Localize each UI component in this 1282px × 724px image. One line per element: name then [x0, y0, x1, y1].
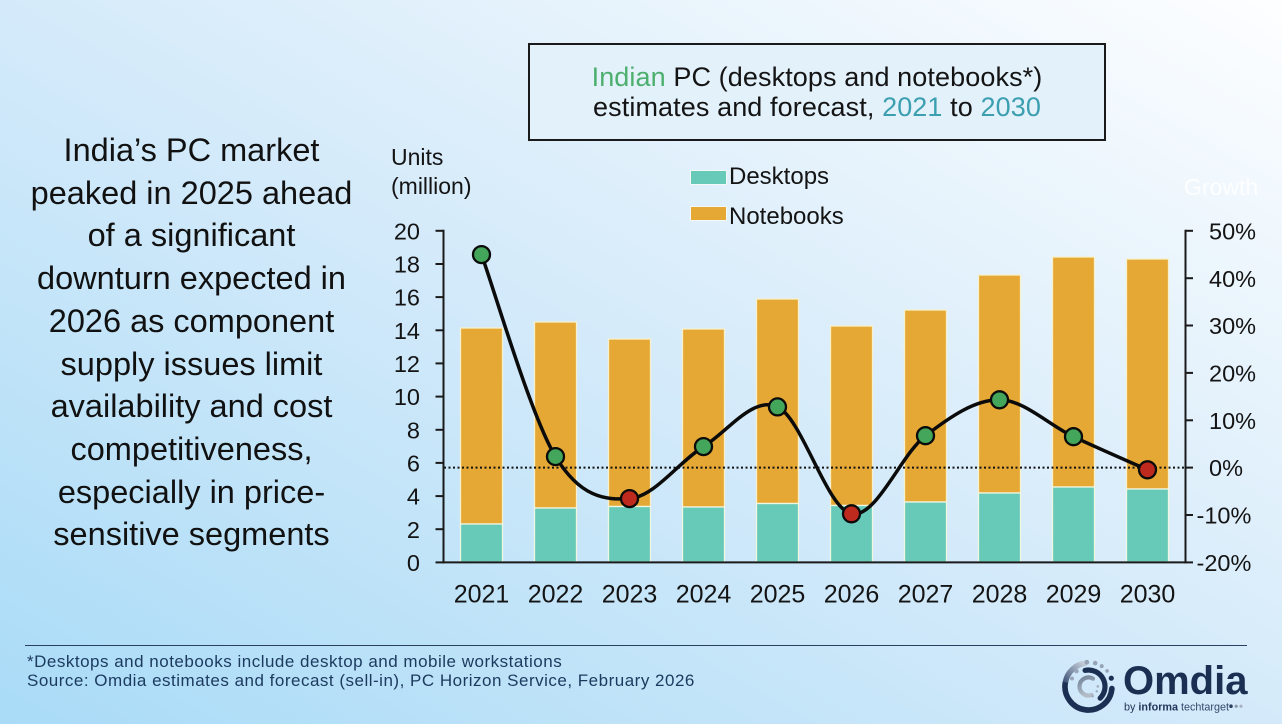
svg-text:Omdia: Omdia	[1123, 659, 1248, 703]
svg-text:10%: 10%	[1209, 408, 1256, 434]
svg-text:by informa techtarget: by informa techtarget	[1124, 702, 1229, 714]
svg-text:2026: 2026	[824, 581, 880, 609]
svg-text:2028: 2028	[972, 581, 1028, 609]
svg-text:-20%: -20%	[1197, 550, 1252, 576]
svg-text:8: 8	[407, 417, 420, 443]
svg-text:0: 0	[407, 550, 420, 576]
svg-text:30%: 30%	[1209, 313, 1256, 339]
svg-text:18: 18	[394, 252, 420, 278]
svg-text:2024: 2024	[676, 581, 732, 609]
svg-text:50%: 50%	[1209, 218, 1256, 244]
svg-text:0%: 0%	[1209, 455, 1243, 481]
svg-text:2027: 2027	[898, 581, 954, 609]
svg-text:2023: 2023	[602, 581, 658, 609]
svg-text:12: 12	[394, 351, 420, 377]
svg-text:16: 16	[394, 285, 420, 311]
svg-text:2022: 2022	[528, 581, 584, 609]
svg-text:10: 10	[394, 384, 420, 410]
svg-text:2029: 2029	[1046, 581, 1102, 609]
svg-text:14: 14	[394, 318, 420, 344]
svg-text:2025: 2025	[750, 581, 806, 609]
svg-text:20: 20	[394, 218, 420, 244]
svg-text:2030: 2030	[1120, 581, 1176, 609]
svg-text:2: 2	[407, 517, 420, 543]
svg-text:20%: 20%	[1209, 361, 1256, 387]
svg-text:6: 6	[407, 451, 420, 477]
svg-text:2021: 2021	[454, 581, 510, 609]
svg-text:-10%: -10%	[1197, 503, 1252, 529]
svg-text:4: 4	[407, 484, 420, 510]
svg-text:40%: 40%	[1209, 266, 1256, 292]
